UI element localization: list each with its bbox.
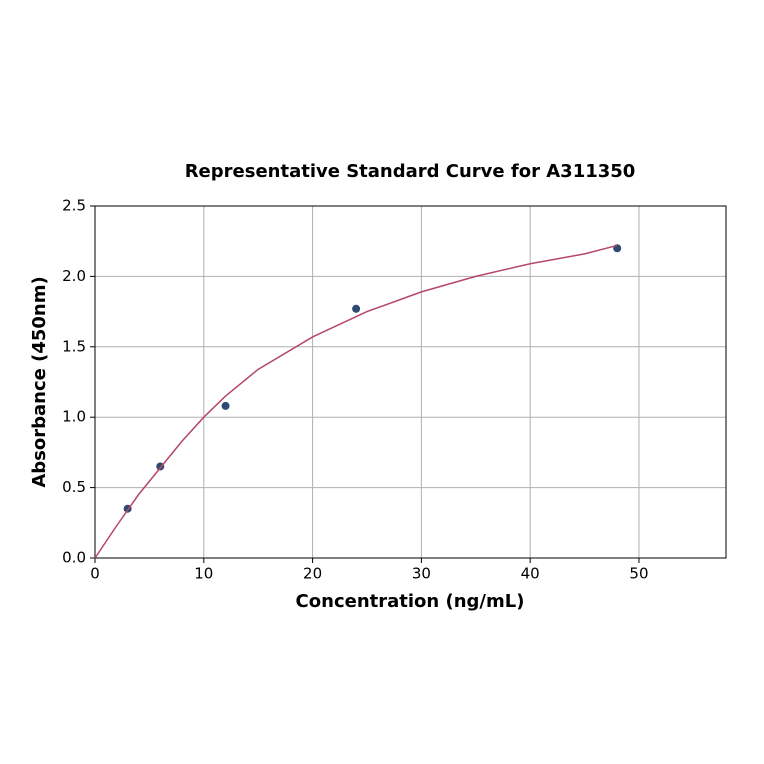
y-tick-label: 0.0: [62, 549, 86, 567]
x-tick-label: 50: [629, 565, 648, 583]
fit-curve: [94, 244, 618, 559]
plot-frame: [94, 205, 727, 559]
y-axis-label: Absorbance (450nm): [29, 276, 50, 487]
x-tick-label: 30: [412, 565, 431, 583]
x-tick-label: 0: [90, 565, 100, 583]
x-tick-label: 10: [194, 565, 213, 583]
y-tick-label: 1.0: [62, 408, 86, 426]
data-point: [352, 304, 361, 313]
y-tick-label: 1.5: [62, 337, 86, 355]
y-tick-label: 2.5: [62, 197, 86, 215]
x-tick-label: 40: [521, 565, 540, 583]
y-tick-label: 0.5: [62, 478, 86, 496]
y-tick-label: 2.0: [62, 267, 86, 285]
data-point: [221, 401, 230, 410]
x-axis-label: Concentration (ng/mL): [296, 591, 525, 612]
x-tick-label: 20: [303, 565, 322, 583]
chart-title: Representative Standard Curve for A31135…: [185, 161, 636, 182]
